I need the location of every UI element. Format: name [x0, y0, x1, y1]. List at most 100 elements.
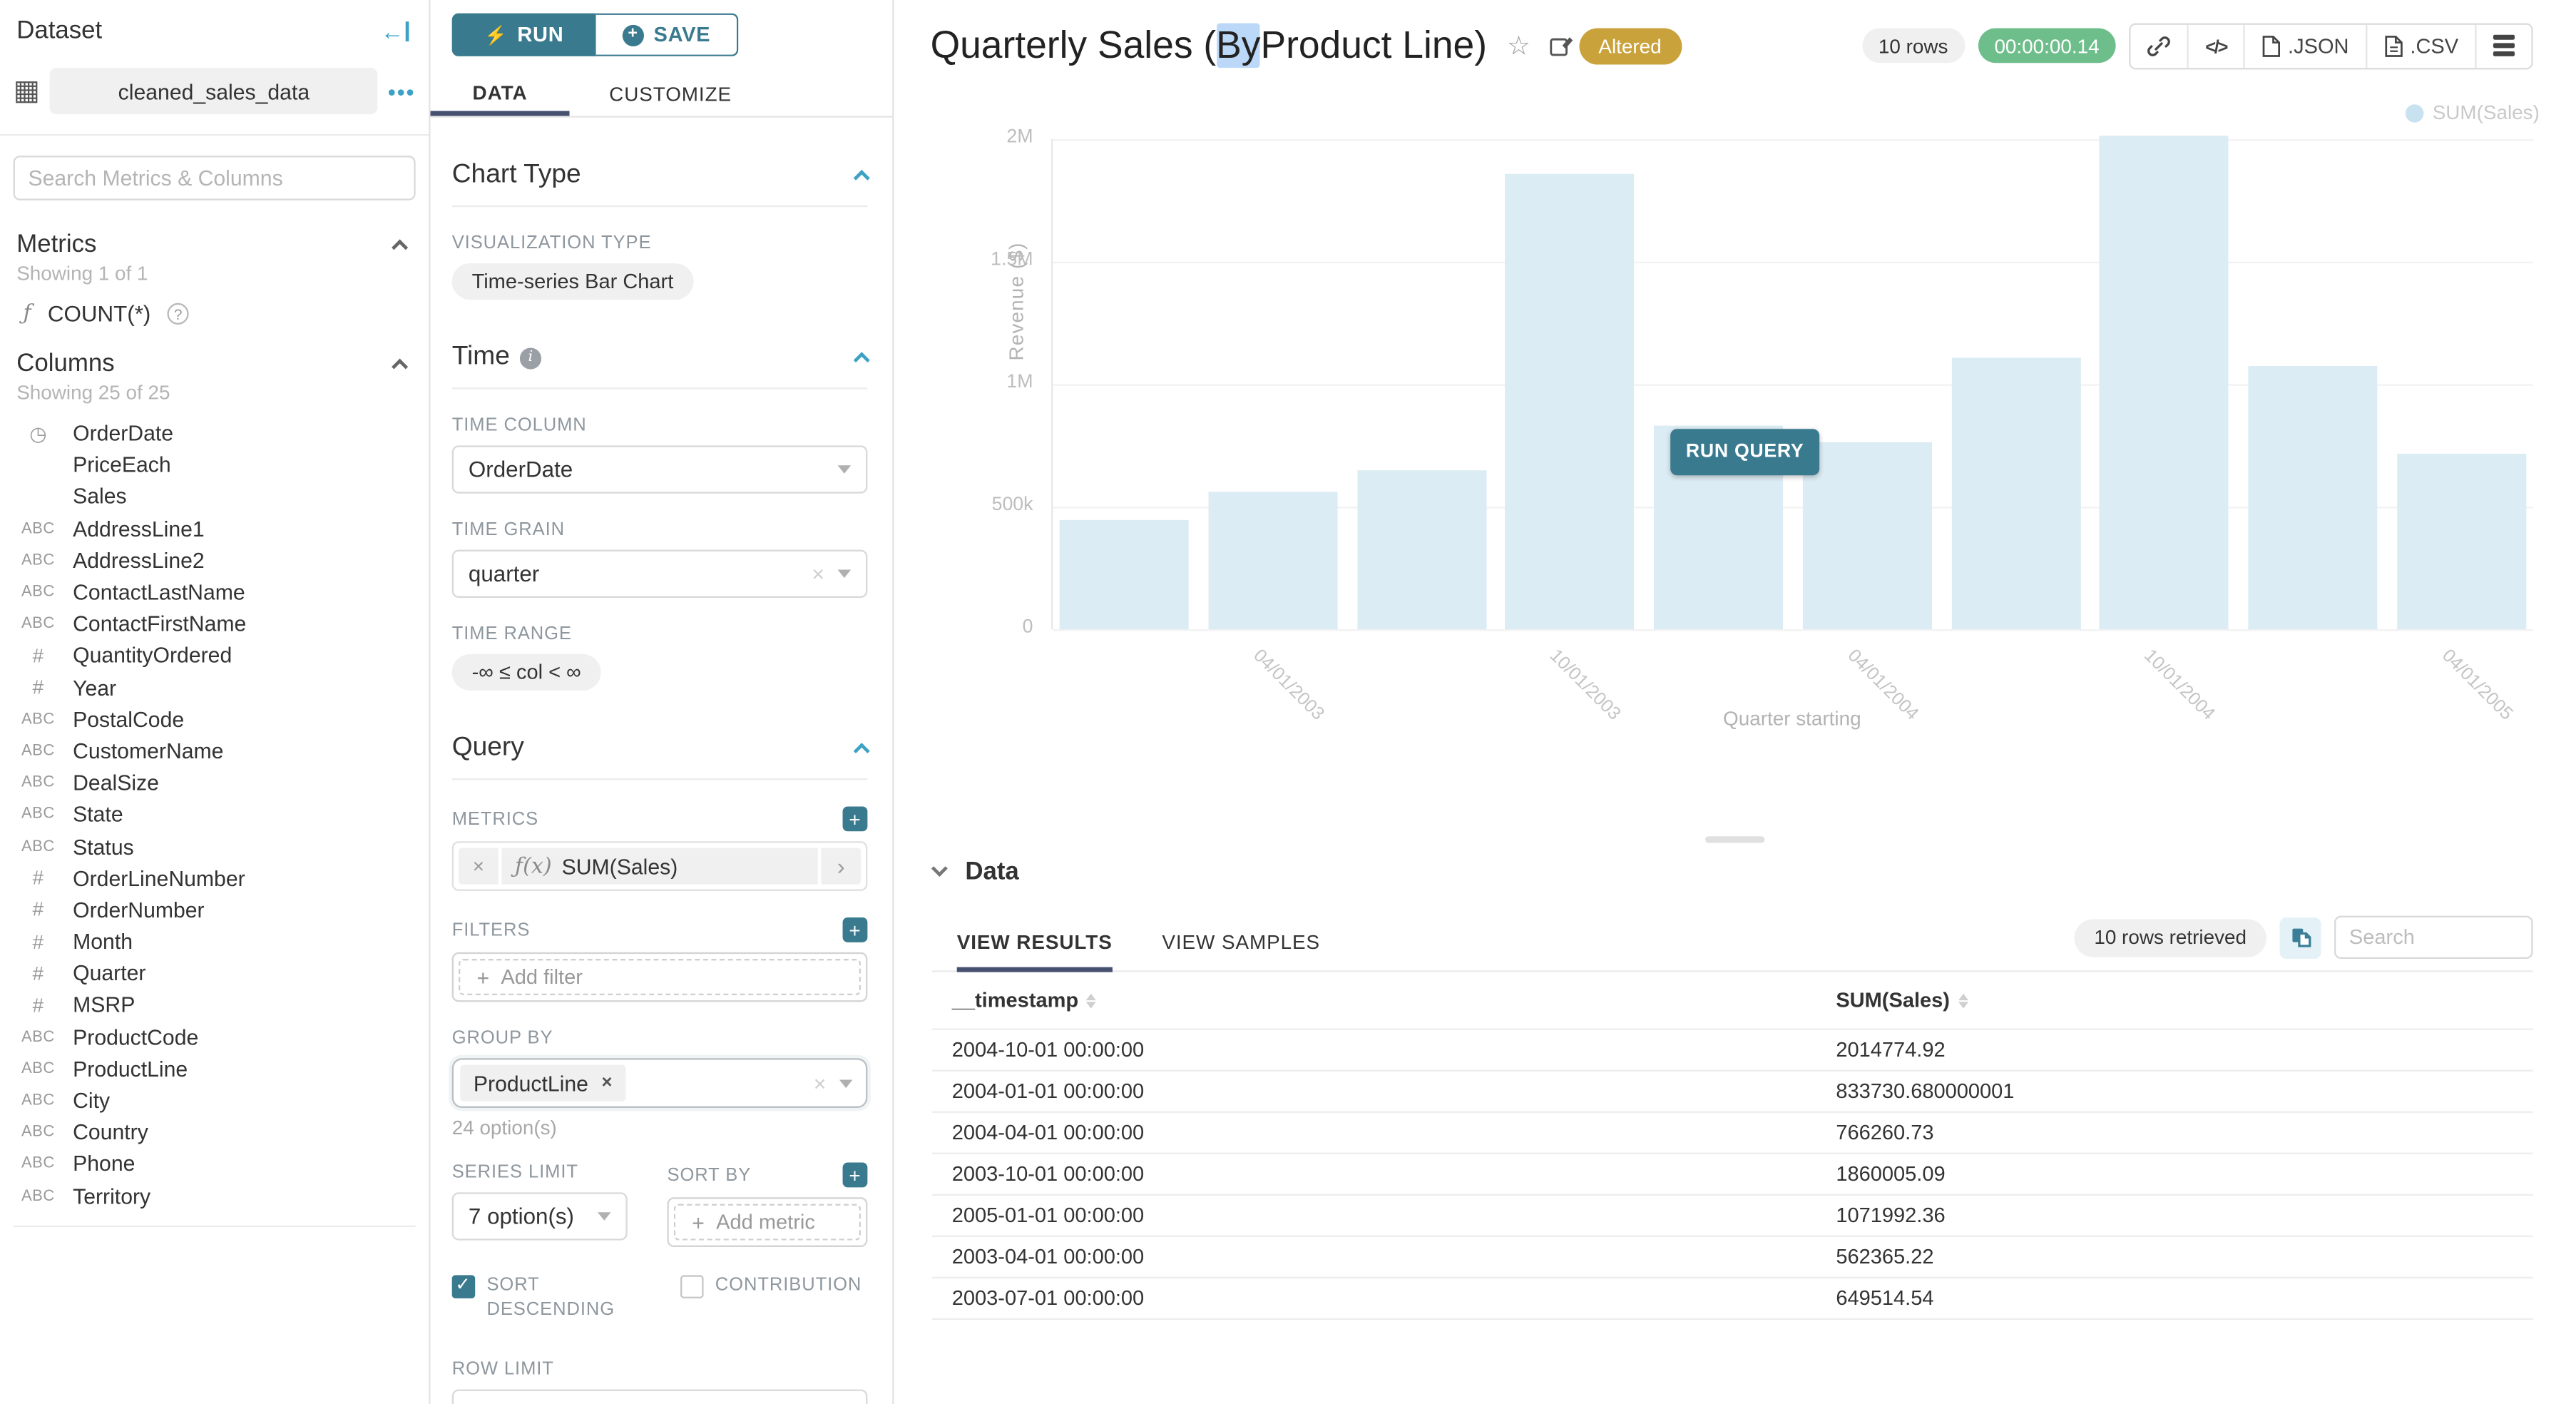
drag-handle[interactable]: [1704, 836, 1765, 843]
add-filter-icon[interactable]: [842, 917, 868, 942]
column-item[interactable]: ABC Country: [0, 1116, 429, 1149]
table-row[interactable]: 2003-04-01 00:00:00 562365.22: [931, 1235, 2533, 1277]
dataset-name[interactable]: cleaned_sales_data: [49, 68, 379, 115]
column-item[interactable]: # Year: [0, 671, 429, 703]
dataset-more-icon[interactable]: •••: [387, 78, 416, 104]
add-metric-icon[interactable]: [842, 806, 868, 832]
clear-icon[interactable]: [814, 1071, 827, 1096]
metric-chip[interactable]: ƒ(x) SUM(Sales): [459, 848, 862, 885]
metrics-columns-search-input[interactable]: [13, 156, 416, 200]
chart-menu-button[interactable]: [2476, 24, 2532, 68]
copy-data-button[interactable]: [2279, 916, 2321, 958]
column-item[interactable]: ABC AddressLine1: [0, 513, 429, 545]
column-label: ProductCode: [73, 1024, 199, 1049]
series-limit-label: SERIES LIMIT: [451, 1162, 578, 1183]
table-row[interactable]: 2003-10-01 00:00:00 1860005.09: [931, 1152, 2533, 1194]
chart-legend[interactable]: SUM(Sales): [2406, 101, 2540, 124]
column-item[interactable]: ABC Territory: [0, 1180, 429, 1212]
viz-type-pill[interactable]: Time-series Bar Chart: [451, 263, 694, 300]
metric-label: COUNT(*): [47, 301, 151, 327]
clear-icon[interactable]: [812, 1401, 824, 1404]
run-query-button[interactable]: RUN QUERY: [1670, 429, 1820, 476]
table-row[interactable]: 2003-07-01 00:00:00 649514.54: [931, 1276, 2533, 1318]
chart-title[interactable]: Quarterly Sales (By Product Line): [931, 23, 1487, 68]
column-item[interactable]: PriceEach: [0, 449, 429, 482]
tab-customize[interactable]: CUSTOMIZE: [609, 83, 732, 106]
column-item[interactable]: # MSRP: [0, 990, 429, 1022]
column-item[interactable]: # Month: [0, 926, 429, 958]
dataset-selector[interactable]: ▦ cleaned_sales_data •••: [14, 68, 416, 115]
column-type-icon: ABC: [21, 1154, 55, 1174]
column-item[interactable]: ABC State: [0, 798, 429, 830]
collapse-panel-icon[interactable]: ←: [381, 19, 409, 42]
fx-icon: ƒ(x): [514, 853, 552, 879]
column-type-icon: ABC: [21, 837, 55, 856]
value-cell: 1860005.09: [1836, 1162, 1946, 1186]
column-item[interactable]: # QuantityOrdered: [0, 640, 429, 672]
edit-title-icon[interactable]: [1547, 33, 1573, 58]
chevron-up-icon[interactable]: [392, 357, 409, 375]
column-header-timestamp[interactable]: __timestamp: [932, 989, 1816, 1012]
column-item[interactable]: ABC DealSize: [0, 767, 429, 799]
save-button[interactable]: SAVE: [596, 13, 739, 56]
remove-chip-icon[interactable]: [602, 1073, 613, 1093]
row-limit-select[interactable]: 10000: [451, 1389, 868, 1404]
column-item[interactable]: ABC City: [0, 1084, 429, 1116]
sort-icon[interactable]: [1086, 992, 1097, 1008]
export-json-button[interactable]: .JSON: [2244, 24, 2368, 68]
column-item[interactable]: ABC Phone: [0, 1148, 429, 1180]
tab-data[interactable]: DATA: [430, 73, 570, 116]
tab-view-results[interactable]: VIEW RESULTS: [956, 931, 1113, 972]
column-item[interactable]: Sales: [0, 481, 429, 513]
chevron-up-icon[interactable]: [853, 352, 870, 369]
run-button[interactable]: RUN: [451, 13, 596, 56]
contribution-checkbox[interactable]: [680, 1275, 704, 1298]
add-filter-button[interactable]: Add filter: [459, 959, 862, 996]
column-item[interactable]: ABC ContactLastName: [0, 576, 429, 609]
time-column-select[interactable]: OrderDate: [451, 445, 868, 494]
export-csv-button[interactable]: .CSV: [2367, 24, 2477, 68]
column-item[interactable]: ABC ProductCode: [0, 1021, 429, 1053]
sort-descending-checkbox[interactable]: [451, 1273, 476, 1298]
chevron-up-icon[interactable]: [853, 170, 870, 187]
column-item[interactable]: ABC Status: [0, 830, 429, 863]
results-search-input[interactable]: [2334, 915, 2533, 960]
chevron-right-icon[interactable]: [821, 848, 862, 885]
chevron-up-icon[interactable]: [853, 743, 870, 760]
group-by-select[interactable]: ProductLine: [451, 1058, 868, 1108]
column-item[interactable]: ABC CustomerName: [0, 735, 429, 767]
series-limit-select[interactable]: 7 option(s): [451, 1192, 628, 1241]
column-type-icon: #: [32, 962, 44, 985]
column-header-sum-sales[interactable]: SUM(Sales): [1816, 989, 2532, 1012]
embed-code-button[interactable]: [2188, 24, 2245, 68]
columns-list: ◷ OrderDate PriceEach Sales ABC AddressL…: [0, 404, 429, 1211]
column-item[interactable]: ◷ OrderDate: [0, 417, 429, 449]
table-row[interactable]: 2005-01-01 00:00:00 1071992.36: [931, 1194, 2533, 1236]
chevron-up-icon[interactable]: [392, 238, 409, 255]
clear-icon[interactable]: [812, 561, 824, 586]
time-grain-select[interactable]: quarter: [451, 549, 868, 598]
column-item[interactable]: ABC ProductLine: [0, 1053, 429, 1085]
share-link-button[interactable]: [2130, 24, 2189, 68]
bar: [2100, 136, 2229, 630]
sort-icon[interactable]: [1958, 992, 1968, 1008]
metric-item[interactable]: ƒ COUNT(*) ?: [0, 285, 429, 326]
favorite-star-icon[interactable]: [1507, 29, 1530, 62]
group-by-chip[interactable]: ProductLine: [460, 1064, 626, 1102]
column-item[interactable]: ABC ContactFirstName: [0, 608, 429, 640]
table-row[interactable]: 2004-04-01 00:00:00 766260.73: [931, 1111, 2533, 1153]
table-row[interactable]: 2004-01-01 00:00:00 833730.680000001: [931, 1069, 2533, 1112]
chevron-down-icon[interactable]: [931, 860, 948, 878]
column-type-icon: ABC: [21, 551, 55, 570]
column-item[interactable]: ABC PostalCode: [0, 703, 429, 736]
column-item[interactable]: # OrderNumber: [0, 894, 429, 926]
add-sort-metric-icon[interactable]: [842, 1162, 868, 1188]
column-item[interactable]: # OrderLineNumber: [0, 863, 429, 895]
column-item[interactable]: # Quarter: [0, 957, 429, 990]
tab-view-samples[interactable]: VIEW SAMPLES: [1162, 930, 1321, 955]
add-metric-button[interactable]: Add metric: [673, 1204, 862, 1241]
column-item[interactable]: ABC AddressLine2: [0, 544, 429, 576]
table-row[interactable]: 2004-10-01 00:00:00 2014774.92: [931, 1028, 2533, 1070]
remove-metric-icon[interactable]: [459, 848, 499, 885]
time-range-pill[interactable]: -∞ ≤ col < ∞: [451, 653, 601, 691]
